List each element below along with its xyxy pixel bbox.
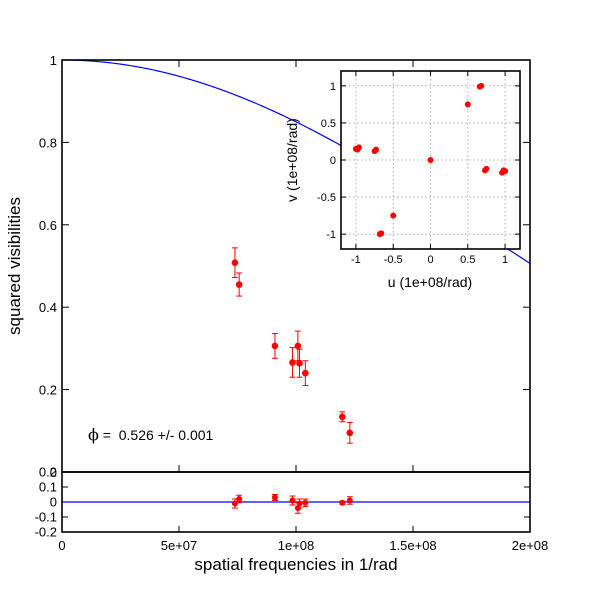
inset-x-tick-label: 1 xyxy=(502,254,508,266)
uv-points xyxy=(352,82,509,238)
data-point xyxy=(271,342,279,350)
uv-point xyxy=(464,101,471,108)
inset-x-tick-label: 0.5 xyxy=(460,254,475,266)
y-tick-label: 0.2 xyxy=(39,383,57,398)
uv-point xyxy=(502,168,509,175)
data-point xyxy=(346,429,354,437)
uv-point xyxy=(352,145,359,152)
data-point xyxy=(294,342,302,350)
y-tick-label: 0 xyxy=(50,465,57,480)
uv-point xyxy=(390,212,397,219)
residual-point xyxy=(231,500,238,507)
main-plot-panel: 00.20.40.60.810 5e+07 1e+08 1.5e+08 2e+08 ϕ … xyxy=(5,53,548,553)
uv-coverage-inset: -1 -0.5 0 0.5 1 -1 -0.5 0 0.5 1 u (1e+08/rad) v (… xyxy=(284,70,521,290)
inset-x-axis-label: u (1e+08/rad) xyxy=(388,274,472,290)
residual-point xyxy=(296,500,303,507)
residual-point xyxy=(236,496,243,502)
y-tick-label: 1 xyxy=(50,53,57,68)
y-axis-label: squared visibilities xyxy=(5,197,24,335)
inset-y-tick-label: -1 xyxy=(326,229,336,241)
x-tick-label: 0 xyxy=(58,538,65,553)
inset-y-tick-label: 0.5 xyxy=(321,118,336,130)
inset-y-tick-label: 1 xyxy=(330,81,336,93)
inset-y-tick-label: 0 xyxy=(330,155,336,167)
residual-y-tick-label: 0 xyxy=(50,495,57,510)
data-point xyxy=(231,259,239,267)
data-point xyxy=(289,359,296,366)
uv-point xyxy=(483,165,490,172)
inset-x-tick-label: -0.5 xyxy=(384,254,403,266)
y-tick-label: 0.8 xyxy=(39,135,57,150)
inset-axis-ticks: -1 -0.5 0 0.5 1 -1 -0.5 0 0.5 1 xyxy=(317,71,520,266)
phi-symbol: ϕ xyxy=(88,425,99,444)
uv-point xyxy=(478,82,485,89)
residual-y-tick-label: 0.1 xyxy=(39,480,57,495)
inset-y-tick-label: -0.5 xyxy=(317,192,336,204)
uv-point xyxy=(371,148,378,155)
x-tick-label: 1e+08 xyxy=(278,538,315,553)
residual-plot-panel: -0.2-0.100.10.2 spatial frequencies in 1… xyxy=(35,465,531,574)
residual-point xyxy=(289,497,296,504)
inset-x-tick-label: 0 xyxy=(427,254,433,266)
x-tick-label: 5e+07 xyxy=(161,538,198,553)
data-points xyxy=(231,247,354,444)
inset-y-axis-label: v (1e+08/rad) xyxy=(284,118,300,202)
data-point xyxy=(339,413,346,421)
model-annotation: ϕ = 0.526 +/- 0.001 xyxy=(88,425,214,444)
main-axis-ticks: 00.20.40.60.810 5e+07 1e+08 1.5e+08 2e+08 xyxy=(39,53,548,553)
residual-point xyxy=(271,494,278,501)
residual-plot-frame xyxy=(61,471,531,533)
x-tick-label: 2e+08 xyxy=(512,538,549,553)
inset-x-tick-label: -1 xyxy=(351,254,361,266)
uv-point xyxy=(376,231,383,238)
residual-y-tick-label: -0.2 xyxy=(35,525,57,540)
data-point xyxy=(296,359,303,367)
uv-point xyxy=(427,157,434,163)
residual-y-tick-label: 0.2 xyxy=(39,465,57,480)
annotation-text: = 0.526 +/- 0.001 xyxy=(99,427,214,443)
data-point xyxy=(235,281,243,288)
residual-point xyxy=(302,499,309,506)
residual-point xyxy=(346,497,353,504)
inset-frame xyxy=(340,70,521,250)
x-axis-label: spatial frequencies in 1/rad xyxy=(194,555,397,574)
x-tick-label: 1.5e+08 xyxy=(389,538,436,553)
residual-y-tick-label: -0.1 xyxy=(35,510,57,525)
data-point xyxy=(302,369,309,377)
residual-point xyxy=(339,499,346,506)
y-tick-label: 0.6 xyxy=(39,218,57,233)
y-tick-label: 0.4 xyxy=(39,300,57,315)
residual-points xyxy=(231,494,353,514)
